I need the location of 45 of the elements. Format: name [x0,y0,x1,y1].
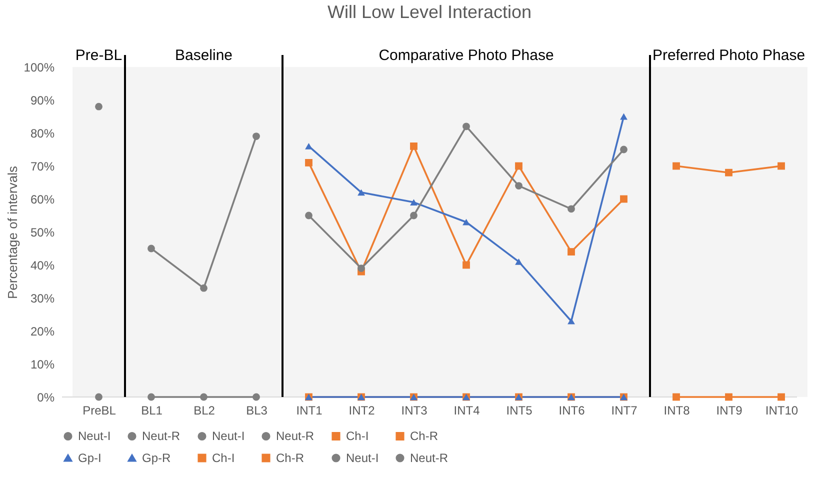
y-tick-label: 100% [24,60,55,74]
x-tick-label: INT2 [348,404,376,418]
point [95,102,102,110]
y-tick-label: 10% [30,358,55,372]
y-tick-label: 40% [30,258,55,272]
band-label: Baseline [174,47,233,64]
legend-label: Neut-R [410,451,448,465]
y-axis-title: Percentage of intervals [4,166,20,299]
x-tick-label: INT6 [558,404,586,418]
band-label: Pre-BL [75,47,122,64]
x-tick-label: PreBL [82,404,116,418]
band-label: Comparative Photo Phase [378,47,554,64]
band-label: Preferred Photo Phase [652,47,806,64]
legend-label: Neut-I [346,451,379,465]
x-tick-label: INT3 [401,404,428,418]
y-tick-label: 90% [30,94,55,108]
x-tick-label: INT10 [765,404,798,418]
y-tick-label: 70% [30,160,55,174]
legend-label: Ch-R [410,429,438,444]
y-tick-label: 30% [30,292,55,306]
point [95,393,102,401]
x-tick-label: INT8 [664,404,690,418]
y-tick-label: 0% [37,390,55,404]
x-tick-label: BL2 [194,404,216,418]
y-tick-label: 80% [30,126,55,140]
legend-label: Ch-I [212,451,235,465]
x-tick-label: INT9 [716,404,743,418]
legend-label: Neut-I [212,429,245,444]
legend-label: Neut-I [78,429,111,444]
legend-label: Neut-R [142,429,180,444]
chart-title: Will Low Level Interaction [327,2,532,22]
legend-label: Neut-R [276,429,314,444]
x-tick-label: INT1 [296,404,323,418]
legend-label: Gp-I [78,451,102,465]
y-tick-label: 20% [30,324,55,338]
x-tick-label: BL1 [141,404,163,418]
x-tick-label: BL3 [246,404,268,418]
x-tick-label: INT4 [454,404,480,418]
x-tick-label: INT5 [506,404,533,418]
legend-label: Gp-R [142,451,172,465]
y-tick-label: 60% [30,192,55,206]
legend-label: Ch-R [276,451,304,465]
legend-label: Ch-I [346,429,369,444]
y-tick-label: 50% [30,226,55,240]
x-tick-label: INT7 [611,404,638,418]
